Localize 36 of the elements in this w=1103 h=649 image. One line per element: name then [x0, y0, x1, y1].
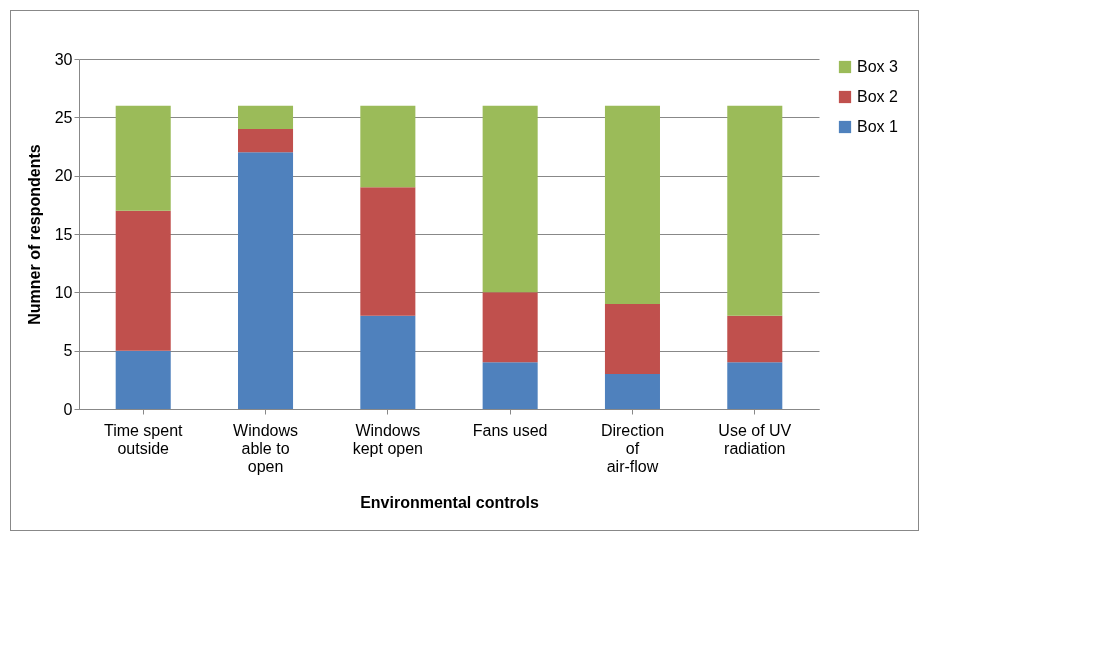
bar — [727, 362, 783, 409]
y-axis-title: Numner of respondents — [25, 144, 43, 325]
bar — [360, 187, 416, 316]
x-axis-title: Environmental controls — [360, 493, 539, 511]
bar — [115, 210, 171, 351]
bar — [482, 292, 538, 363]
y-tick-label: 15 — [54, 225, 73, 243]
bar — [604, 304, 660, 374]
y-tick-label: 10 — [54, 283, 73, 301]
bar — [360, 105, 416, 188]
bar — [238, 105, 294, 129]
bar — [115, 350, 171, 409]
legend-label: Box 2 — [857, 88, 899, 105]
y-tick-label: 0 — [63, 400, 73, 418]
y-tick-label: 5 — [63, 342, 73, 360]
bar — [727, 315, 783, 363]
bar — [604, 374, 660, 409]
legend-label: Box 1 — [857, 118, 899, 135]
bar — [115, 105, 171, 211]
bar — [238, 129, 294, 153]
legend-label: Box 3 — [857, 58, 899, 75]
x-tick-label: Direction of air-flow — [600, 421, 665, 475]
bar — [604, 105, 660, 304]
y-tick-label: 20 — [54, 167, 73, 185]
bar — [482, 105, 538, 293]
x-tick-label: Windows kept open — [352, 421, 423, 457]
x-tick-label: Use of UV radiation — [718, 421, 792, 457]
x-tick-label: Time spent outside — [103, 421, 184, 457]
x-tick-label: Windows able to open — [233, 421, 298, 475]
y-tick-label: 25 — [54, 108, 73, 126]
x-tick-label: Fans used — [472, 421, 548, 439]
y-tick-label: 30 — [54, 50, 73, 68]
bar — [360, 315, 416, 409]
bar — [238, 152, 294, 409]
bar — [727, 105, 783, 316]
bar — [482, 362, 538, 409]
